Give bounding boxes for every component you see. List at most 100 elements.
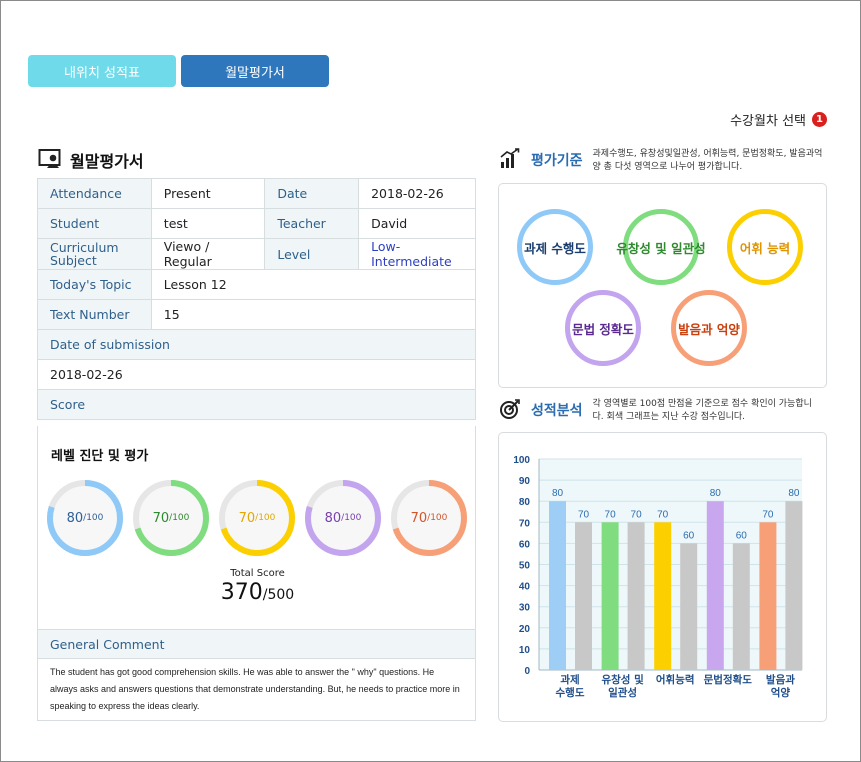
table-row: Text Number 15	[37, 299, 477, 330]
chart-x-tick-label: 어휘능력	[656, 673, 695, 686]
score-ring-max: /100	[169, 513, 190, 523]
topic-label: Today's Topic	[37, 269, 152, 300]
score-ring-label: 70/100	[217, 478, 297, 558]
score-ring: 80/100	[303, 478, 383, 558]
criteria-item-vocabulary: 어휘 능력	[727, 209, 803, 285]
submission-value: 2018-02-26	[37, 359, 476, 390]
chart-y-tick-label: 50	[519, 561, 531, 572]
score-heading: 레벨 진단 및 평가	[51, 449, 149, 464]
target-icon	[499, 398, 521, 424]
chart-data-label: 70	[605, 509, 617, 520]
curriculum-value: Viewo / Regular	[150, 238, 266, 270]
chart-data-label: 80	[788, 488, 800, 499]
chart-bar-previous	[732, 543, 750, 670]
chart-y-tick-label: 100	[513, 455, 530, 466]
criteria-header: 평가기준 과제수행도, 유창성및일관성, 어휘능력, 문법정확도, 발음과억양 …	[499, 148, 823, 174]
table-row: Today's Topic Lesson 12	[37, 269, 477, 300]
chart-bar-previous	[627, 522, 645, 670]
table-row: Curriculum Subject Viewo / Regular Level…	[37, 238, 476, 270]
notification-badge: 1	[812, 112, 827, 127]
score-ring-arc	[219, 480, 295, 556]
teacher-label: Teacher	[264, 208, 360, 239]
score-label: Score	[37, 389, 476, 420]
chart-bar-current	[601, 522, 619, 670]
report-teacher-icon	[38, 147, 64, 173]
chart-bar-previous	[785, 501, 803, 670]
score-ring-label: 70/100	[131, 478, 211, 558]
criteria-panel: 과제 수행도 유창성 및 일관성 어휘 능력 문법 정확도 발음과 억양	[498, 183, 827, 388]
score-ring-max: /100	[427, 513, 448, 523]
score-ring-arc	[391, 480, 467, 556]
total-score-label: Total Score	[230, 568, 285, 579]
criteria-item-fluency: 유창성 및 일관성	[616, 209, 706, 285]
tab-my-report-card[interactable]: 내위치 성적표	[28, 55, 176, 87]
criteria-item-task-performance: 과제 수행도	[517, 209, 593, 285]
chart-x-tick-label: 유창성 및	[601, 673, 644, 686]
report-title-block: 월말평가서	[38, 147, 144, 173]
criteria-description: 과제수행도, 유창성및일관성, 어휘능력, 문법정확도, 발음과억양 총 다섯 …	[592, 149, 823, 172]
teacher-value: David	[358, 208, 476, 239]
text-number-label: Text Number	[37, 299, 152, 330]
chart-data-label: 60	[736, 530, 748, 541]
chart-data-label: 80	[552, 488, 564, 499]
student-value: test	[150, 208, 266, 239]
score-ring-value: 70	[152, 510, 170, 526]
chart-y-tick-label: 40	[519, 582, 531, 593]
score-ring-value: 80	[324, 510, 342, 526]
chart-y-tick-label: 10	[519, 645, 531, 656]
total-score-max: /500	[262, 587, 295, 603]
criteria-title: 평가기준	[531, 153, 583, 169]
chart-bar-current	[706, 501, 724, 670]
general-comment-text: The student has got good comprehension s…	[37, 659, 476, 721]
total-score: 370/500	[38, 580, 477, 605]
level-value: Low-Intermediate	[358, 238, 476, 270]
score-ring-value: 70	[238, 510, 256, 526]
chart-x-tick-label: 수행도	[556, 686, 585, 699]
tab-monthly-evaluation[interactable]: 월말평가서	[181, 55, 329, 87]
chart-x-tick-label: 일관성	[608, 686, 637, 699]
score-ring-arc	[133, 480, 209, 556]
analysis-title: 성적분석	[531, 403, 583, 419]
text-number-value: 15	[150, 299, 477, 330]
table-row: 2018-02-26	[37, 359, 476, 390]
report-title: 월말평가서	[70, 152, 144, 171]
bar-chart: 0 10 20 30 40 50 60 70 80 90 100 80 70 과제수행도 70 70 유창성 및…	[513, 455, 803, 699]
chart-y-tick-label: 30	[519, 603, 531, 614]
report-info-table: Attendance Present Date 2018-02-26 Stude…	[37, 178, 477, 420]
chart-bar-current	[549, 501, 566, 670]
score-section: 레벨 진단 및 평가 80/100 70/100 70/100 80/100 70/10…	[37, 426, 476, 629]
general-comment-label: General Comment	[37, 629, 476, 659]
chart-y-tick-label: 90	[519, 476, 531, 487]
session-month-select-label: 수강월차 선택	[730, 114, 806, 129]
chart-data-label: 70	[631, 509, 643, 520]
chart-data-label: 80	[710, 488, 722, 499]
chart-x-tick-label: 문법정확도	[704, 673, 753, 686]
table-row: Date of submission	[37, 329, 476, 360]
chart-x-tick-label: 과제	[560, 673, 579, 686]
score-ring: 70/100	[389, 478, 469, 558]
score-ring: 70/100	[217, 478, 297, 558]
bar-chart-icon	[499, 148, 521, 174]
chart-x-tick-label: 억양	[771, 687, 791, 699]
score-ring-label: 70/100	[389, 478, 469, 558]
criteria-item-grammar: 문법 정확도	[565, 290, 641, 366]
score-ring-value: 70	[410, 510, 428, 526]
score-ring-max: /100	[83, 513, 104, 523]
date-value: 2018-02-26	[358, 178, 476, 209]
chart-data-label: 70	[657, 509, 669, 520]
score-ring: 70/100	[131, 478, 211, 558]
score-ring-value: 80	[66, 510, 84, 526]
date-label: Date	[264, 178, 360, 209]
chart-y-tick-label: 70	[519, 518, 531, 529]
session-month-select[interactable]: 수강월차 선택 1	[730, 110, 827, 129]
chart-y-tick-label: 80	[519, 497, 531, 508]
chart-data-label: 70	[578, 509, 590, 520]
chart-bar-current	[759, 522, 777, 670]
score-analysis-chart: 0 10 20 30 40 50 60 70 80 90 100 80 70 과제 수행도 70 70 유창성 및…	[498, 432, 827, 722]
score-ring: 80/100	[45, 478, 125, 558]
score-ring-max: /100	[255, 513, 276, 523]
attendance-label: Attendance	[37, 178, 152, 209]
score-ring-arc	[305, 480, 381, 556]
chart-y-tick-label: 20	[519, 624, 531, 635]
topic-value: Lesson 12	[150, 269, 477, 300]
